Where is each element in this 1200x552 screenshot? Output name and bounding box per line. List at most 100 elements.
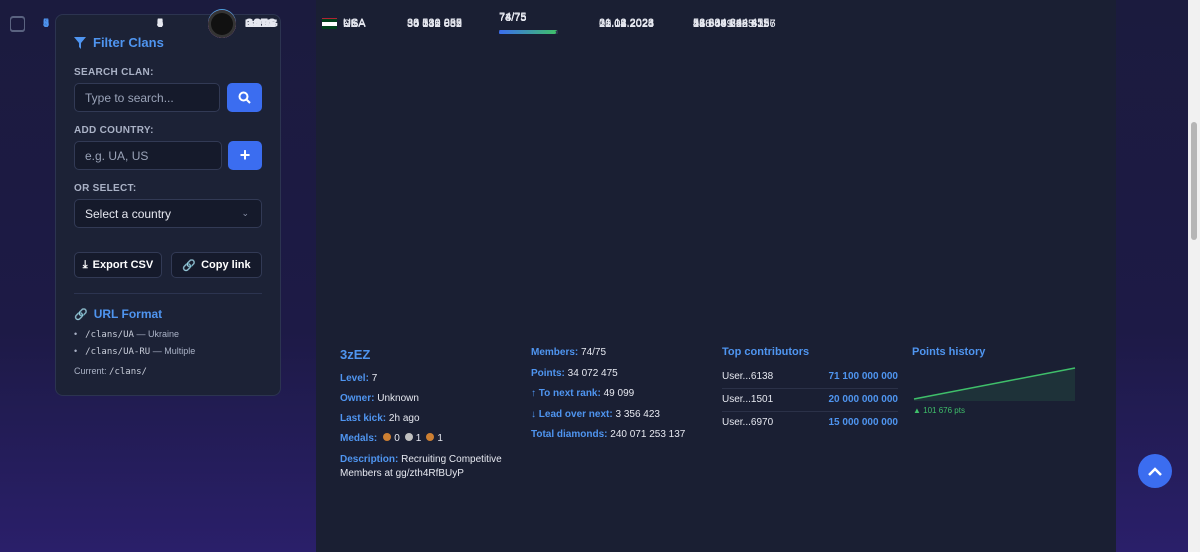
contributor-amount: 71 100 000 000: [828, 371, 898, 382]
detail-label: Points:: [531, 367, 565, 379]
detail-label: ↑ To next rank:: [531, 388, 601, 399]
search-input[interactable]: Type to search...: [74, 83, 220, 112]
diamonds: 48 689 268 315: [693, 17, 770, 30]
scrollbar[interactable]: [1188, 0, 1200, 552]
medal-count: 0: [394, 433, 400, 444]
country: NL: [343, 17, 358, 30]
stat-line: Points: 34 072 475: [531, 368, 618, 379]
clan-name: GSTG: [245, 17, 277, 29]
spark-line: [913, 367, 1076, 400]
url-code: /clans/UA: [85, 330, 134, 340]
detail-label: Medals:: [340, 433, 378, 444]
country-input[interactable]: e.g. UA, US: [74, 141, 222, 170]
current-value: /clans/: [109, 367, 147, 377]
members: 73/75: [499, 12, 527, 24]
divider: [722, 388, 898, 389]
rank: 7: [43, 17, 50, 30]
medal-icon: [404, 433, 413, 441]
search-button[interactable]: [227, 83, 262, 112]
bullet: •: [74, 346, 78, 356]
medal-icon: [383, 433, 392, 441]
level: 8: [157, 17, 164, 30]
download-icon: ⤓: [82, 258, 88, 271]
chevron: ⌄: [241, 208, 249, 218]
members: 73/75: [499, 12, 527, 24]
detail-value: Unknown: [377, 393, 419, 404]
detail-label: Last kick:: [340, 413, 387, 424]
clan-name: KOHV: [245, 18, 277, 30]
flag-stripe: [322, 22, 337, 26]
level: 7: [157, 17, 164, 30]
row-checkbox[interactable]: [10, 17, 25, 32]
scroll-thumb[interactable]: [1191, 122, 1197, 240]
members: 74/75: [499, 11, 527, 23]
country-select[interactable]: Select a country ⌄: [74, 199, 262, 228]
export-button[interactable]: ⤓ Export CSV: [74, 252, 162, 278]
add-button[interactable]: +: [228, 141, 262, 170]
panel-header: Filter Clans: [74, 35, 164, 50]
date: 05.04.2024: [599, 17, 655, 30]
country: USA: [343, 17, 366, 30]
select-label: OR SELECT:: [74, 183, 137, 194]
contributor-name: User...6970: [722, 417, 774, 428]
current-url: Current: /clans/: [74, 366, 147, 377]
detail-value: 7: [371, 373, 378, 384]
rank: 9: [43, 18, 50, 30]
stat-line: ↑ To next rank: 49 099: [531, 388, 634, 399]
url-title: URL Format: [93, 307, 163, 321]
country: USA: [343, 17, 366, 29]
url-item: • /clans/UA-RU — Multiple: [74, 346, 195, 357]
clan-name: H8M3: [245, 17, 275, 30]
url-list: • /clans/UA — Ukraine • /clans/UA-RU — Mult…: [74, 329, 195, 363]
details-name: 3zEZ: [340, 347, 371, 362]
medal-icon: [426, 433, 435, 441]
copy-button[interactable]: 🔗 Copy link: [171, 252, 262, 278]
members: 74/75: [499, 11, 527, 24]
diamonds: 41 544 715 411: [693, 17, 769, 30]
url-desc: — Multiple: [152, 346, 196, 356]
date: 02.12.2023: [599, 18, 655, 30]
detail-label: Description:: [340, 454, 399, 465]
clan-row[interactable]: 9 9 KOHV PK 30 736 835 73/75 21.05.2024 168 449…: [0, 10, 1200, 275]
clan-name: 3zEZ: [245, 17, 271, 30]
contributor-amount: 20 000 000 000: [828, 394, 898, 405]
scroll-top-button[interactable]: [1138, 454, 1172, 488]
detail-value: 2h ago: [388, 413, 420, 424]
clan-details: 3zEZ Level: 7 Owner: Unknown Last kick: 2h …: [316, 313, 1116, 510]
detail-value: 240 071 253 137: [610, 429, 686, 440]
info-line: Level: 7: [340, 373, 377, 384]
detail-value: 49 099: [603, 388, 635, 399]
level: 5: [157, 17, 164, 29]
detail-value: Recruiting Competitive Members at gg/zth…: [340, 454, 502, 479]
rank: 5: [43, 17, 50, 29]
copy-text: Copy link: [201, 259, 251, 271]
points: 38 530 255: [407, 17, 463, 29]
members: 74/75: [499, 11, 527, 24]
contributor-amount: 15 000 000 000: [828, 417, 898, 428]
url-item: • /clans/UA — Ukraine: [74, 329, 195, 340]
level: 6: [157, 17, 164, 30]
flag-stripe: [322, 19, 337, 23]
filter-icon: [74, 36, 86, 49]
members-fill: [499, 31, 557, 34]
stat-line: Total diamonds: 240 071 253 137: [531, 429, 685, 440]
link-icon: 🔗: [182, 259, 197, 272]
description: Description: Recruiting Competitive Memb…: [340, 453, 520, 481]
points: 50 535 032: [407, 18, 463, 30]
flag: [322, 19, 337, 29]
points: 34 082 037: [407, 17, 463, 30]
detail-value: 3 356 423: [615, 408, 660, 420]
search-label: SEARCH CLAN:: [74, 67, 154, 78]
up-icon: [1148, 466, 1162, 476]
detail-label: Owner:: [340, 393, 375, 404]
divider: [722, 411, 898, 412]
info-line: Last kick: 2h ago: [340, 413, 420, 424]
medal-count: 1: [437, 433, 443, 444]
history-delta: ▲ 101 676 pts: [913, 406, 965, 415]
stat-line: ↓ Lead over next: 3 356 423: [531, 409, 660, 420]
rank: 8: [43, 17, 50, 30]
date: 21.05.2024: [599, 18, 655, 30]
diamonds: 168 449 925 756: [693, 18, 776, 30]
stat-line: Members: 74/75: [531, 347, 606, 358]
contributor-name: User...1501: [722, 394, 774, 405]
